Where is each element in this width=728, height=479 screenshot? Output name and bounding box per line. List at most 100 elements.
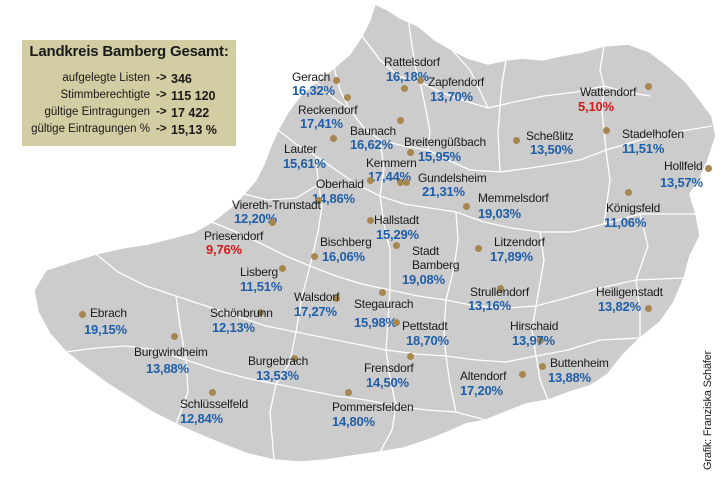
place-marker: [332, 76, 340, 84]
place-marker: [392, 241, 400, 249]
place-name: Scheßlitz: [526, 129, 574, 143]
place-percent: 13,82%: [598, 299, 641, 314]
place-name: Viereth-Trunstadt: [232, 198, 321, 212]
place-name: Bischberg: [320, 235, 372, 249]
place-percent: 5,10%: [578, 99, 614, 114]
place-name: Burgwindheim: [134, 345, 208, 359]
place-name: Königsfeld: [606, 201, 661, 215]
place-percent: 13,88%: [548, 370, 591, 385]
place-marker: [406, 352, 414, 360]
place-name: Stadelhofen: [622, 127, 684, 141]
place-percent: 17,41%: [300, 116, 343, 131]
place-percent: 11,51%: [240, 279, 283, 294]
place-percent: 12,20%: [234, 211, 277, 226]
place-marker: [512, 136, 520, 144]
place-name: Frensdorf: [364, 361, 414, 375]
place-name: Oberhaid: [316, 177, 364, 191]
place-marker: [366, 216, 374, 224]
place-name: Gundelsheim: [418, 171, 487, 185]
place-name: Breitengüßbach: [404, 135, 486, 149]
place-marker: [329, 134, 337, 142]
place-marker: [310, 252, 318, 260]
place-name: Altendorf: [460, 369, 507, 383]
place-percent: 13,16%: [468, 298, 511, 313]
summary-value: 115 120: [171, 89, 216, 103]
summary-label: aufgelegte Listen: [62, 72, 150, 84]
district-outline: [33, 2, 717, 463]
place-name: Gerach: [292, 70, 331, 84]
place-name: Zapfendorf: [428, 75, 485, 89]
place-marker: [332, 294, 340, 302]
place-percent: 14,86%: [312, 191, 355, 206]
place-marker: [538, 362, 546, 370]
place-name: Lauter: [284, 142, 317, 156]
summary-label: Stimmberechtigte: [60, 89, 150, 101]
place-name: Kemmern: [366, 156, 417, 170]
place-marker: [462, 202, 470, 210]
place-name: Walsdorf: [294, 290, 340, 304]
summary-value: 346: [171, 72, 192, 86]
place-name: Pettstadt: [402, 319, 448, 333]
place-percent: 19,15%: [84, 322, 127, 337]
place-marker: [78, 310, 86, 318]
place-percent: 14,80%: [332, 414, 375, 429]
place-marker: [416, 76, 424, 84]
place-percent: 17,89%: [490, 249, 533, 264]
place-name: Heiligenstadt: [596, 285, 663, 299]
place-name: Hallstadt: [374, 213, 419, 227]
place-marker: [396, 178, 404, 186]
place-name: Buttenheim: [550, 356, 609, 370]
place-marker: [536, 336, 544, 344]
place-percent: 13,50%: [530, 142, 573, 157]
place-percent: 19,03%: [478, 206, 521, 221]
place-marker: [278, 264, 286, 272]
place-marker: [518, 370, 526, 378]
place-marker: [406, 148, 414, 156]
place-marker: [314, 196, 322, 204]
summary-row-valid: gültige Eintragungen -> 17 422: [22, 106, 236, 122]
place-marker: [256, 308, 264, 316]
summary-row-valid-percent: gültige Eintragungen % -> 15,13 %: [22, 123, 236, 139]
place-percent: 13,88%: [146, 361, 189, 376]
place-percent: 13,53%: [256, 368, 299, 383]
summary-box: Landkreis Bamberg Gesamt: aufgelegte Lis…: [22, 40, 236, 146]
place-percent: 19,08%: [402, 272, 445, 287]
place-percent: 21,31%: [422, 184, 465, 199]
place-percent: 16,06%: [322, 249, 365, 264]
place-marker: [366, 176, 374, 184]
place-percent: 12,84%: [180, 411, 223, 426]
place-marker: [268, 218, 276, 226]
place-name: Ebrach: [90, 306, 127, 320]
summary-arrow: ->: [156, 89, 167, 101]
place-marker: [378, 288, 386, 296]
place-name: Stegaurach: [354, 297, 414, 311]
place-percent: 16,62%: [350, 137, 393, 152]
summary-value: 15,13 %: [171, 123, 217, 137]
place-marker: [344, 388, 352, 396]
place-name: Lisberg: [240, 265, 278, 279]
place-marker: [396, 116, 404, 124]
place-name: Hirschaid: [510, 319, 559, 333]
summary-arrow: ->: [156, 123, 167, 135]
place-marker: [208, 388, 216, 396]
place-name: Hollfeld: [664, 159, 703, 173]
place-name: Reckendorf: [298, 103, 358, 117]
summary-row-lists: aufgelegte Listen -> 346: [22, 72, 236, 88]
place-name: Burgebrach: [248, 354, 309, 368]
place-percent: 15,98%: [354, 315, 397, 330]
summary-arrow: ->: [156, 106, 167, 118]
place-name: Strullendorf: [470, 285, 529, 299]
place-name: Wattendorf: [580, 85, 637, 99]
place-marker: [644, 82, 652, 90]
place-percent: 17,27%: [294, 304, 337, 319]
place-percent: 15,95%: [418, 149, 461, 164]
place-marker: [624, 188, 632, 196]
place-name: Schönbrunn: [210, 306, 273, 320]
place-name: Stadt: [412, 244, 440, 258]
graphic-credit: Grafik: Franziska Schäfer: [702, 350, 714, 470]
place-percent: 17,20%: [460, 383, 503, 398]
place-marker: [496, 284, 504, 292]
place-percent: 12,13%: [212, 320, 255, 335]
place-name: Memmelsdorf: [478, 191, 549, 205]
place-name: Bamberg: [412, 258, 460, 272]
